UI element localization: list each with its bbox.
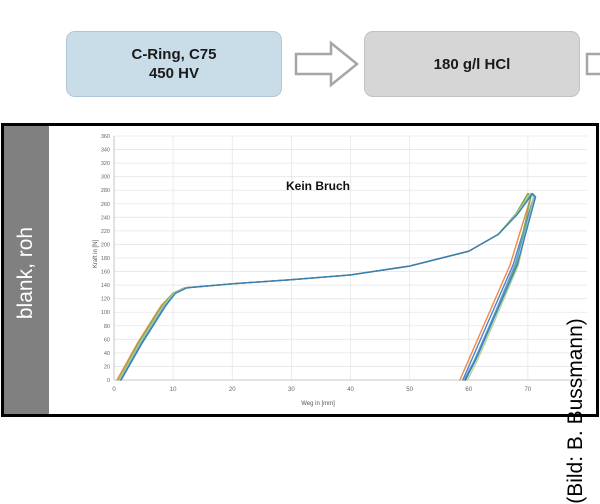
- y-tick-label: 20: [104, 364, 110, 370]
- y-tick-label: 320: [101, 161, 110, 167]
- process-step-acid: 180 g/l HCl: [364, 31, 580, 97]
- plot-background: [67, 130, 547, 412]
- acid-concentration: 180 g/l HCl: [433, 55, 511, 73]
- y-tick-label: 280: [101, 188, 110, 194]
- x-tick-label: 40: [347, 387, 354, 393]
- chart-grid: [113, 135, 587, 381]
- result-panel: blank, roh 0 20 40 60 80 100 120 140 160 180 200 22…: [1, 123, 599, 504]
- y-tick-label: 300: [101, 175, 110, 181]
- force-displacement-chart: 0204060801001201401601802002202402602803…: [67, 130, 587, 412]
- x-tick-label: 10: [170, 387, 177, 393]
- x-tick-labels: 0 10 20 30 40 50 60 70: [112, 387, 532, 393]
- x-tick-label: 30: [288, 387, 295, 393]
- image-credit: (Bild: B. Bussmann): [564, 318, 587, 504]
- y-tick-label: 180: [101, 256, 110, 262]
- y-tick-label: 240: [101, 215, 110, 221]
- chart-series: [116, 192, 537, 381]
- y-tick-label: 220: [101, 229, 110, 235]
- y-tick-label: 60: [104, 337, 110, 343]
- y-tick-label: 80: [104, 324, 110, 330]
- y-tick-label: 340: [101, 148, 110, 154]
- flow-arrow-right-icon: [294, 40, 359, 88]
- sample-hardness: 450 HV: [148, 65, 200, 82]
- y-tick-label: 0: [107, 378, 110, 384]
- flow-arrow-right-icon-2: [585, 52, 600, 76]
- series-line-6: [120, 192, 537, 381]
- y-tick-label: 260: [101, 202, 110, 208]
- y-tick-label: 160: [101, 270, 110, 276]
- sample-name: C-Ring, C75: [131, 46, 217, 63]
- y-tick-label: 40: [104, 351, 110, 357]
- x-tick-label: 50: [406, 387, 413, 393]
- y-tick-label: 200: [101, 242, 110, 248]
- x-tick-label: 70: [525, 387, 532, 393]
- y-tick-label: 140: [101, 283, 110, 289]
- row-label-bar: blank, roh: [4, 126, 49, 414]
- y-tick-label: 120: [101, 297, 110, 303]
- y-tick-label: 100: [101, 310, 110, 316]
- x-tick-label: 0: [112, 387, 116, 393]
- chart-annotation: Kein Bruch: [286, 179, 350, 193]
- y-tick-label: 360: [101, 134, 110, 140]
- y-tick-labels: 0 20 40 60 80 100 120 140 160 180 200 220 240 260 280 3…: [101, 134, 110, 384]
- y-axis-label: Kraft in [N]: [93, 239, 99, 268]
- x-tick-label: 20: [229, 387, 236, 393]
- process-step-sample: C-Ring, C75 450 HV: [66, 31, 282, 97]
- x-tick-label: 60: [465, 387, 472, 393]
- x-axis-label: Weg in [mm]: [301, 401, 335, 407]
